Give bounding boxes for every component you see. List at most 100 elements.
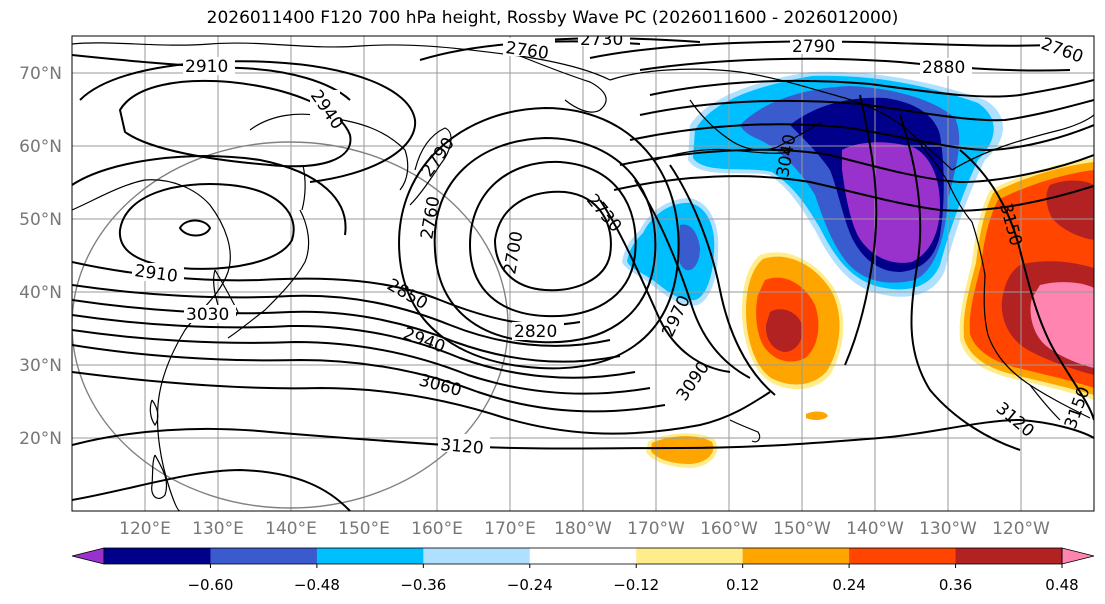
contour-3030 [72,314,636,379]
lon-label: 160°W [700,519,758,539]
lon-label: 170°W [627,519,685,539]
colorbar-tick-label: −0.48 [294,576,340,594]
lat-label: 30°N [19,356,62,376]
contour-gulf-3 [629,123,1094,152]
colorbar-segment [742,548,850,564]
coastline-hawaii [729,419,761,443]
contour-gulf-1 [649,79,1094,98]
contour-gulf-5 [613,175,1094,212]
map-area: 2910 2940 2760 2730 2790 2880 2760 3040 … [72,30,1094,511]
contour-trough-west-3 [669,164,776,396]
coastline-siberia [72,42,611,81]
contour-jet-4 [72,329,651,395]
coastline-us-west [983,274,1091,419]
coastline-philippines [151,454,168,499]
lon-label: 160°E [411,519,463,539]
contour-label: 2910 [185,57,228,77]
contour-2910-polar [72,54,351,101]
lat-label: 50°N [19,210,62,230]
contour-2880-alaska [639,57,1071,72]
lon-label: 150°E [338,519,390,539]
contour-3090 [72,371,771,435]
lon-label: 150°W [773,519,831,539]
colorbar-ticks: −0.60 −0.48 −0.36 −0.24 −0.12 0.12 0.24 0.36 0.4… [187,564,1079,594]
colorbar-outline [103,547,1063,565]
lon-label: 140°W [846,519,904,539]
lon-label: 170°E [484,519,536,539]
contour-ridge-east-1 [844,94,878,366]
lon-label: 130°E [192,519,244,539]
colorbar-segment [636,548,744,564]
lon-label: 140°E [265,519,317,539]
contour-label: 2790 [792,37,835,57]
colorbar-segment [955,548,1063,564]
positive-anomaly-region [651,436,714,464]
lon-label: 130°W [919,519,977,539]
colorbar: −0.60 −0.48 −0.36 −0.24 −0.12 0.12 0.24 0.36 0.4… [71,547,1095,594]
colorbar-tick-label: −0.36 [400,576,446,594]
colorbar-tick-label: 0.36 [939,576,972,594]
coastline-baja [1029,384,1061,421]
lat-label: 40°N [19,283,62,303]
colorbar-tick-label: −0.60 [187,576,233,594]
negative-anomaly-region [627,202,715,301]
coastline-chukotka [519,55,607,113]
contour-jet-1 [72,284,611,347]
colorbar-tick-label: 0.48 [1045,576,1078,594]
colorbar-segment [210,548,318,564]
colorbar-segment [316,548,424,564]
contour-gulf-2 [639,99,1094,122]
longitude-labels: 120°E 130°E 140°E 150°E 160°E 170°E 180°… [119,519,1050,539]
colorbar-extend-low [71,547,105,565]
contour-label: 2820 [514,322,557,342]
contour-2910-closed-low [178,219,212,237]
contour-label: 3030 [186,305,229,325]
colorbar-tick-label: −0.24 [507,576,553,594]
colorbar-segments [71,547,1095,565]
lon-label: 120°E [119,519,171,539]
contour-2790-low [398,106,680,370]
coastline-okhotsk [249,113,409,191]
height-contours [72,37,1094,511]
contour-2760-low [433,136,657,344]
contour-label: 2730 [580,30,623,50]
contour-jet-2 [72,299,621,363]
lat-label: 20°N [19,429,62,449]
coastline-alaska [609,68,953,171]
lon-label: 180°W [554,519,612,539]
contour-3150-south [72,468,351,511]
coastline-canada-north [951,114,1094,171]
colorbar-tick-label: 0.12 [726,576,759,594]
contour-2700-low [493,190,612,292]
latitude-labels: 70°N 60°N 50°N 40°N 30°N 20°N [19,64,62,449]
map-title: 2026011400 F120 700 hPa height, Rossby W… [206,8,899,28]
lon-label: 120°W [992,519,1050,539]
map-frame [71,35,1095,512]
negative-anomaly-region [677,224,700,271]
colorbar-tick-label: −0.12 [613,576,659,594]
contour-3150-west-coast [959,149,1094,421]
contour-2910-siberia-high [79,60,417,183]
colorbar-extend-high [1061,547,1095,565]
positive-anomaly-region [765,309,803,352]
colorbar-segment [423,548,531,564]
coastline-kamchatka [409,127,452,206]
contour-2730-low [468,160,637,318]
contour-2790-alaska [589,40,1071,59]
contour-gulf-4 [619,148,1094,184]
contour-label: 3120 [440,435,485,459]
coastline-sakhalin [301,164,306,211]
colorbar-segment [529,548,637,564]
colorbar-tick-label: 0.24 [832,576,865,594]
coastline-japan [227,209,310,339]
positive-anomaly-region [1030,282,1094,368]
coastline-taiwan [149,399,159,427]
colorbar-segment [849,548,957,564]
lat-label: 60°N [19,137,62,157]
contour-3120 [72,418,1094,450]
coastline-bc [911,133,986,276]
colorbar-segment [104,548,211,564]
positive-anomaly-region [806,411,828,421]
lat-label: 70°N [19,64,62,84]
